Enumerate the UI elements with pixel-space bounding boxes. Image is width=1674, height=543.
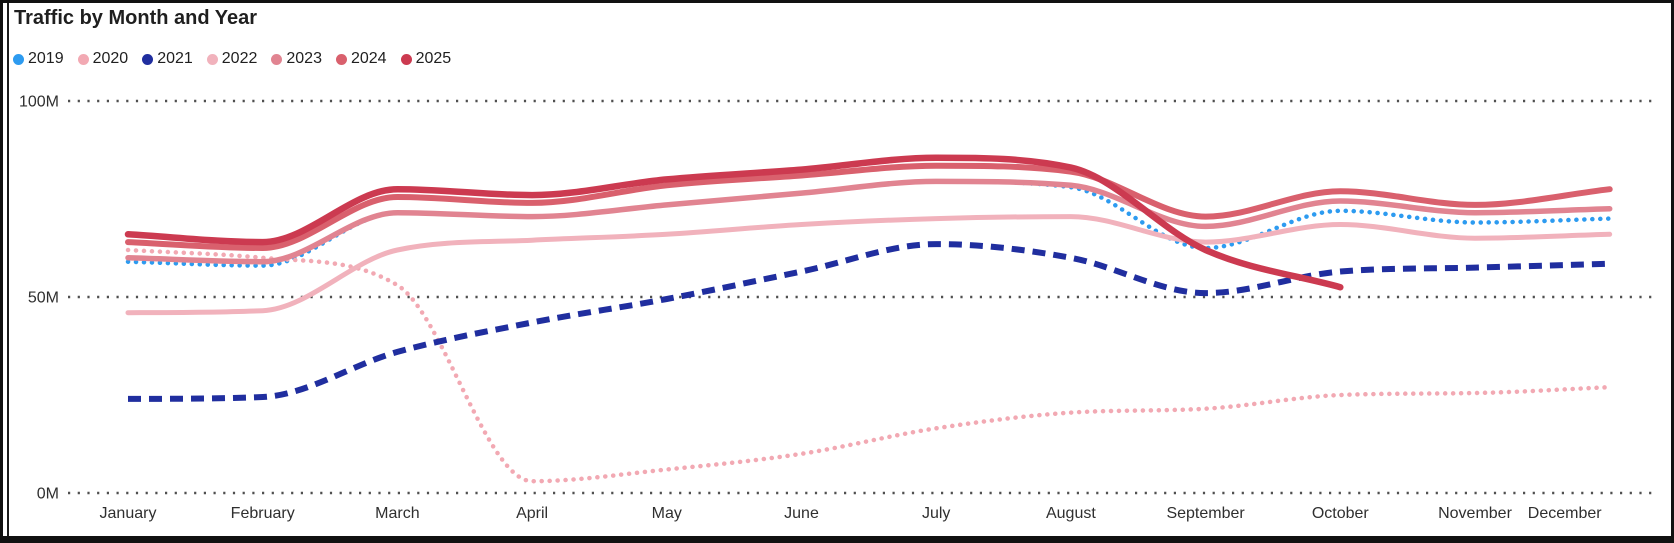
- legend-color-dot-2023: [271, 53, 283, 65]
- legend-color-dot-2019: [13, 53, 24, 65]
- legend-item-2023[interactable]: 2023: [271, 50, 322, 68]
- visual-left-border: [7, 3, 9, 536]
- legend-label: 2021: [157, 50, 193, 67]
- y-axis-label: 0M: [37, 486, 59, 503]
- legend-label: 2020: [92, 50, 129, 67]
- legend-color-dot-2021: [142, 53, 154, 65]
- x-axis-label-november: November: [1438, 505, 1512, 522]
- x-axis-label-july: July: [922, 505, 950, 522]
- x-axis-label-march: March: [375, 505, 419, 522]
- x-axis-label-september: September: [1166, 505, 1245, 522]
- legend-item-2021[interactable]: 2021: [142, 50, 193, 68]
- x-axis-label-august: August: [1046, 505, 1096, 522]
- legend-color-dot-2025: [400, 53, 412, 65]
- x-axis-label-february: February: [231, 505, 295, 522]
- y-axis-label: 50M: [28, 290, 59, 307]
- visual-canvas: Traffic by Month and Year 2019 2020 2021 20…: [3, 3, 1671, 536]
- legend-item-2020[interactable]: 2020: [77, 50, 129, 68]
- x-axis-label-december: December: [1528, 505, 1602, 522]
- legend-label: 2019: [28, 50, 64, 67]
- legend-label: 2024: [350, 50, 387, 67]
- x-axis-label-april: April: [516, 505, 548, 522]
- line-chart-plot[interactable]: 100M 50M 0M January February March April May Jun…: [3, 3, 1671, 536]
- x-axis-label-june: June: [784, 505, 819, 522]
- legend-label: 2023: [286, 50, 322, 67]
- series-line-2025[interactable]: [124, 154, 1344, 291]
- legend-item-2019[interactable]: 2019: [13, 50, 64, 68]
- y-axis-label: 100M: [19, 94, 59, 111]
- legend: 2019 2020 2021 2022 2023 2024 2025: [13, 50, 451, 68]
- legend-color-dot-2020: [77, 53, 89, 65]
- series-line-2024[interactable]: [125, 162, 1613, 251]
- legend-color-dot-2024: [335, 53, 347, 65]
- x-axis-label-january: January: [100, 505, 157, 522]
- legend-color-dot-2022: [206, 53, 218, 65]
- legend-item-2022[interactable]: 2022: [206, 50, 258, 68]
- series-line-2020[interactable]: [125, 247, 1612, 484]
- series-line-2021[interactable]: [127, 241, 1610, 402]
- legend-label: 2025: [415, 50, 452, 67]
- legend-item-2025[interactable]: 2025: [400, 50, 452, 68]
- x-axis-label-may: May: [652, 505, 682, 522]
- series-line-2023[interactable]: [125, 178, 1613, 265]
- chart-title: Traffic by Month and Year: [14, 7, 258, 29]
- legend-item-2024[interactable]: 2024: [335, 50, 387, 68]
- x-axis-label-october: October: [1312, 505, 1370, 522]
- series-line-2022[interactable]: [125, 214, 1613, 316]
- legend-label: 2022: [221, 50, 258, 67]
